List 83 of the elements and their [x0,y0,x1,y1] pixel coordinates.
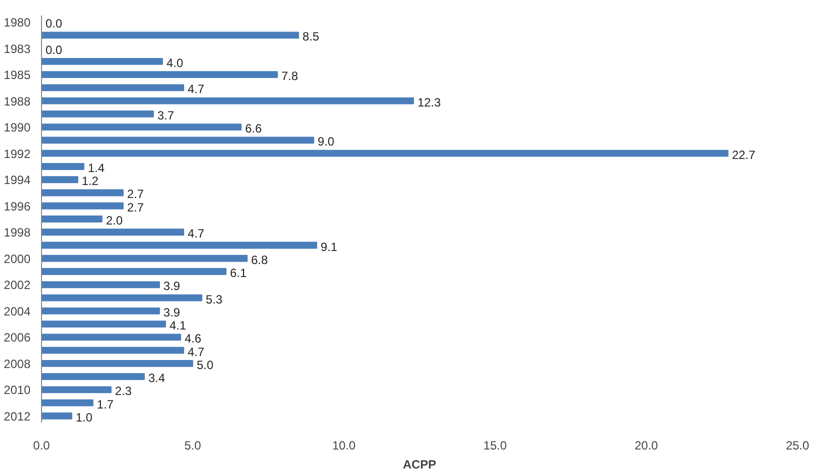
bar [42,110,154,118]
data-label: 9.1 [320,240,338,254]
data-label: 9.0 [318,134,335,149]
bar [42,346,184,354]
y-tick-label: 2002 [4,278,31,292]
y-tick-label: 1996 [4,199,31,214]
y-tick-label: 2008 [4,356,31,371]
bar [42,386,112,394]
data-label: 12.3 [417,95,442,110]
y-tick-label: 1985 [4,68,31,82]
y-tick-label: 1988 [4,94,31,108]
data-label: 6.6 [245,122,262,136]
y-tick-label: 2012 [4,409,31,424]
data-label: 3.4 [148,371,166,386]
bar [42,71,278,78]
x-tick-label: 0.0 [33,438,50,452]
bar [42,58,163,65]
x-tick-label: 25.0 [786,438,810,452]
bar [42,189,124,196]
data-label: 5.3 [206,292,223,306]
y-tick-label: 1994 [4,173,31,188]
data-label: 2.0 [106,214,123,228]
bar [42,202,124,210]
bar [42,228,184,236]
bar [42,399,94,406]
bar [42,268,226,275]
bar [42,124,242,131]
bar [42,216,102,222]
x-tick-label: 15.0 [483,438,508,452]
data-label: 6.1 [230,266,247,280]
bar [42,163,84,170]
data-label: 2.3 [115,384,132,398]
bar [42,136,314,144]
data-label: 22.7 [732,148,756,162]
data-label: 7.8 [281,69,298,84]
y-tick-label: 1980 [4,16,31,30]
bar [42,176,78,184]
bar [42,97,414,104]
x-tick-label: 5.0 [184,438,202,452]
data-label: 0.0 [46,42,63,57]
data-label: 6.8 [251,252,268,267]
bar [42,307,160,314]
data-label: 0.0 [46,16,63,31]
data-label: 4.7 [188,82,205,96]
bar [42,281,160,288]
bar [42,242,318,249]
bar [42,32,300,39]
y-tick-label: 1998 [4,226,31,240]
x-axis-title: ACPP [402,458,436,472]
data-label: 4.7 [188,226,205,241]
data-label: 4.7 [188,344,205,359]
y-tick-label: 2004 [4,304,31,318]
data-label: 2.7 [127,200,144,214]
bar [42,412,72,420]
data-label: 8.5 [302,30,320,44]
bar [42,334,182,341]
data-label: 1.2 [82,174,99,188]
y-tick-label: 1992 [4,146,31,161]
data-label: 5.0 [196,358,214,372]
bar [42,150,728,157]
bar [42,360,194,367]
y-tick-label: 2000 [4,252,31,266]
bar [42,254,248,262]
y-tick-label: 1983 [4,42,31,56]
y-tick-label: 2010 [4,383,31,398]
data-label: 4.6 [184,332,202,346]
data-label: 3.7 [157,108,174,122]
data-label: 4.0 [166,56,184,70]
data-label: 4.1 [169,318,186,333]
bar [42,84,184,92]
data-label: 1.0 [76,410,93,424]
x-tick-label: 10.0 [332,438,356,452]
data-label: 3.9 [163,279,180,294]
y-tick-label: 1990 [4,120,31,135]
y-tick-label: 2006 [4,330,31,345]
data-label: 1.7 [96,397,114,412]
bar [42,320,166,328]
bar [42,373,145,380]
data-label: 2.7 [127,187,144,202]
x-tick-label: 20.0 [634,438,658,452]
data-label: 3.9 [163,305,180,320]
bar [42,294,202,302]
data-label: 1.4 [88,160,105,175]
